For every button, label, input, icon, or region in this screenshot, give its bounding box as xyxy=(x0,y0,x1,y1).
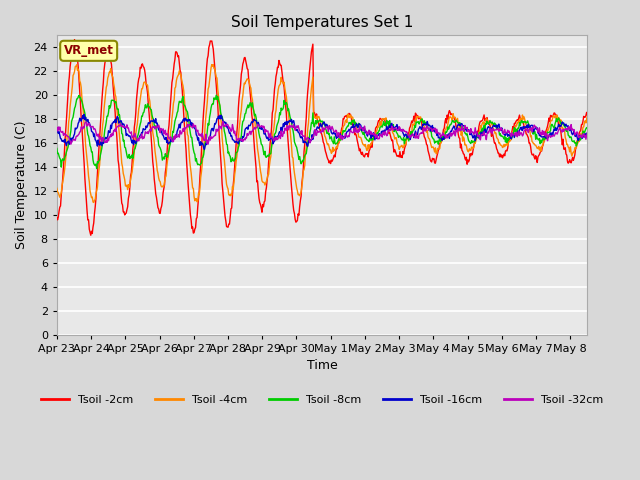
Y-axis label: Soil Temperature (C): Soil Temperature (C) xyxy=(15,120,28,249)
Text: VR_met: VR_met xyxy=(64,44,114,57)
Title: Soil Temperatures Set 1: Soil Temperatures Set 1 xyxy=(231,15,413,30)
Legend: Tsoil -2cm, Tsoil -4cm, Tsoil -8cm, Tsoil -16cm, Tsoil -32cm: Tsoil -2cm, Tsoil -4cm, Tsoil -8cm, Tsoi… xyxy=(36,391,608,410)
X-axis label: Time: Time xyxy=(307,359,337,372)
